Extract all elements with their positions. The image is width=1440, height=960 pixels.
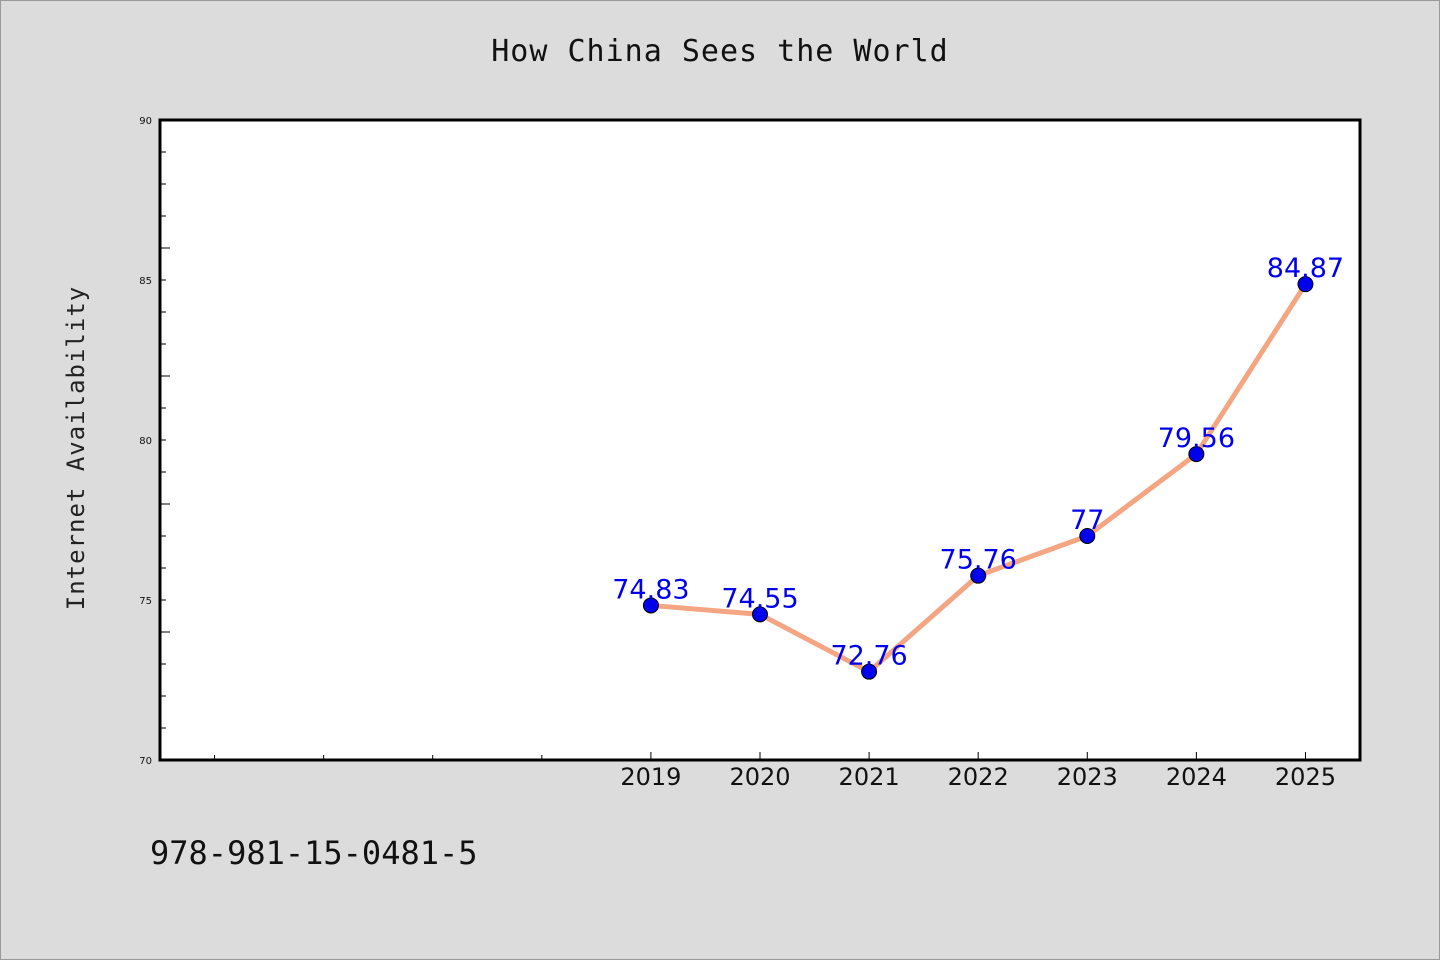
x-axis: 2019 2020 2021 2022 2023 2024 2025	[214, 752, 1336, 791]
data-label: 79.56	[1158, 423, 1235, 454]
y-axis: 70 75 80 85 90	[139, 116, 170, 767]
y-tick-label: 85	[139, 276, 152, 287]
x-tick-label: 2021	[839, 763, 900, 791]
data-labels: 74.83 74.55 72.76 75.76 77 79.56 84.87	[612, 253, 1344, 672]
data-label: 74.83	[612, 574, 689, 605]
data-point	[861, 663, 878, 680]
data-label: 77	[1070, 505, 1104, 536]
x-tick-label: 2020	[729, 763, 790, 791]
y-tick-label: 70	[139, 756, 152, 767]
data-label: 84.87	[1267, 253, 1344, 284]
data-point	[1297, 276, 1314, 293]
plot-area	[158, 118, 1362, 762]
x-tick-label: 2019	[620, 763, 681, 791]
isbn-text: 978-981-15-0481-5	[150, 834, 478, 872]
data-label: 72.76	[830, 641, 907, 672]
data-point	[1079, 528, 1096, 544]
x-tick-label: 2023	[1057, 763, 1118, 791]
data-series	[642, 276, 1314, 680]
data-point	[752, 606, 768, 623]
x-tick-label: 2024	[1166, 763, 1227, 791]
data-point	[970, 567, 987, 584]
x-tick-label: 2025	[1275, 763, 1336, 791]
y-tick-label: 80	[139, 436, 152, 447]
data-point	[642, 597, 659, 614]
data-label: 74.55	[721, 583, 798, 614]
y-tick-label: 90	[139, 116, 152, 127]
y-tick-label: 75	[139, 596, 152, 607]
data-label: 75.76	[940, 545, 1017, 576]
chart-title: How China Sees the World	[491, 34, 949, 69]
x-tick-label: 2022	[948, 763, 1009, 791]
data-point	[1188, 446, 1205, 463]
